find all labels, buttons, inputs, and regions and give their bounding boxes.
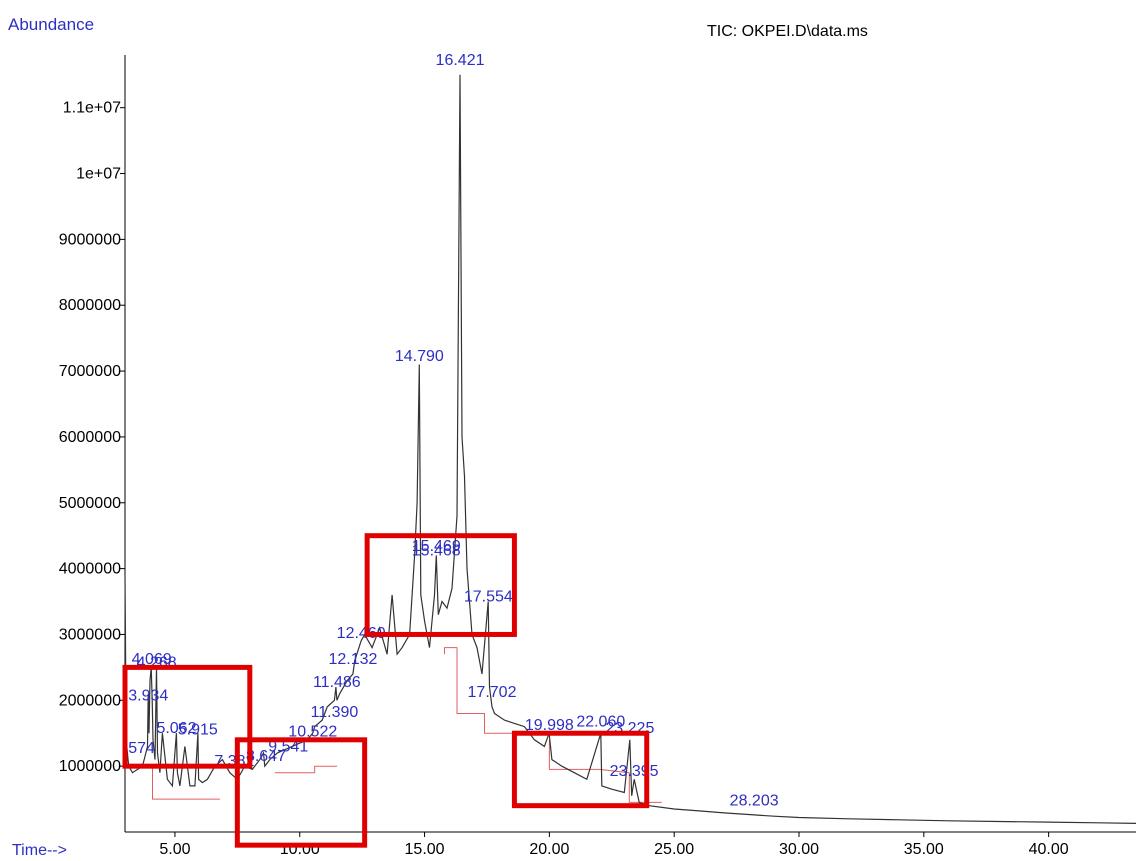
x-tick-label: 5.00	[159, 841, 190, 858]
y-axis-title: Abundance	[8, 15, 94, 34]
peak-label: 12.132	[328, 651, 377, 668]
x-axis: 5.00 10.00 15.00 20.00 25.00 30.00 35.00 40.00	[159, 832, 1069, 858]
y-tick-label: 2000000	[59, 692, 121, 709]
y-tick-label: 3000000	[59, 626, 121, 643]
peak-label: 11.390	[311, 704, 359, 721]
peak-label: 15.468	[412, 542, 461, 559]
peak-label: 15.469	[412, 538, 461, 555]
peak-label: 9.541	[268, 739, 308, 756]
peak-label: 10.522	[288, 724, 337, 741]
baseline-segment	[548, 739, 662, 803]
y-tick-label: 4000000	[59, 561, 121, 578]
x-tick-label: 35.00	[904, 841, 944, 858]
y-tick-label: 1000000	[59, 758, 121, 775]
highlight-box	[364, 533, 517, 637]
peak-label: 22.060	[576, 714, 625, 731]
y-tick-label: 8000000	[59, 297, 121, 314]
highlight-box	[234, 737, 368, 848]
baseline-segment	[274, 765, 338, 774]
peak-label: 28.203	[730, 793, 779, 810]
x-tick-label: 30.00	[779, 841, 819, 858]
peak-label: 5.915	[178, 722, 218, 739]
peak-label: 23.395	[610, 763, 659, 780]
peak-label: 12.460	[337, 625, 386, 642]
x-tick-label: 25.00	[654, 841, 694, 858]
highlight-box	[511, 730, 650, 809]
y-tick-label: 9000000	[59, 231, 121, 248]
x-tick-label: 15.00	[405, 841, 445, 858]
y-tick-label: 1.1e+07	[63, 100, 121, 117]
baseline-segment	[444, 647, 522, 734]
peak-label: 8.647	[246, 748, 286, 765]
peak-label: 17.554	[464, 589, 513, 606]
peak-label: 14.790	[395, 348, 444, 365]
peak-label: 3.934	[128, 687, 168, 704]
peak-label: .574	[124, 740, 155, 757]
x-tick-label: 20.00	[529, 841, 569, 858]
x-tick-label: 40.00	[1029, 841, 1069, 858]
y-tick-label: 5000000	[59, 495, 121, 512]
peak-label: 17.702	[468, 684, 517, 701]
peak-label: 16.421	[436, 52, 485, 69]
peak-label: 11.486	[313, 674, 361, 691]
y-tick-label: 1e+07	[76, 166, 121, 183]
y-tick-label: 7000000	[59, 363, 121, 380]
x-axis-title: Time-->	[12, 842, 67, 859]
peak-label: 4.069	[132, 651, 172, 668]
tic-trace-line	[124, 74, 1136, 824]
highlight-boxes	[122, 533, 650, 848]
highlight-box	[122, 664, 253, 769]
peak-label: 19.998	[525, 717, 574, 734]
y-tick-label: 6000000	[59, 429, 121, 446]
trace-title: TIC: OKPEI.D\data.ms	[707, 23, 868, 40]
peak-label: 5.062	[156, 720, 196, 737]
y-axis: 1000000 2000000 3000000 4000000 5000000 60000…	[59, 100, 125, 775]
